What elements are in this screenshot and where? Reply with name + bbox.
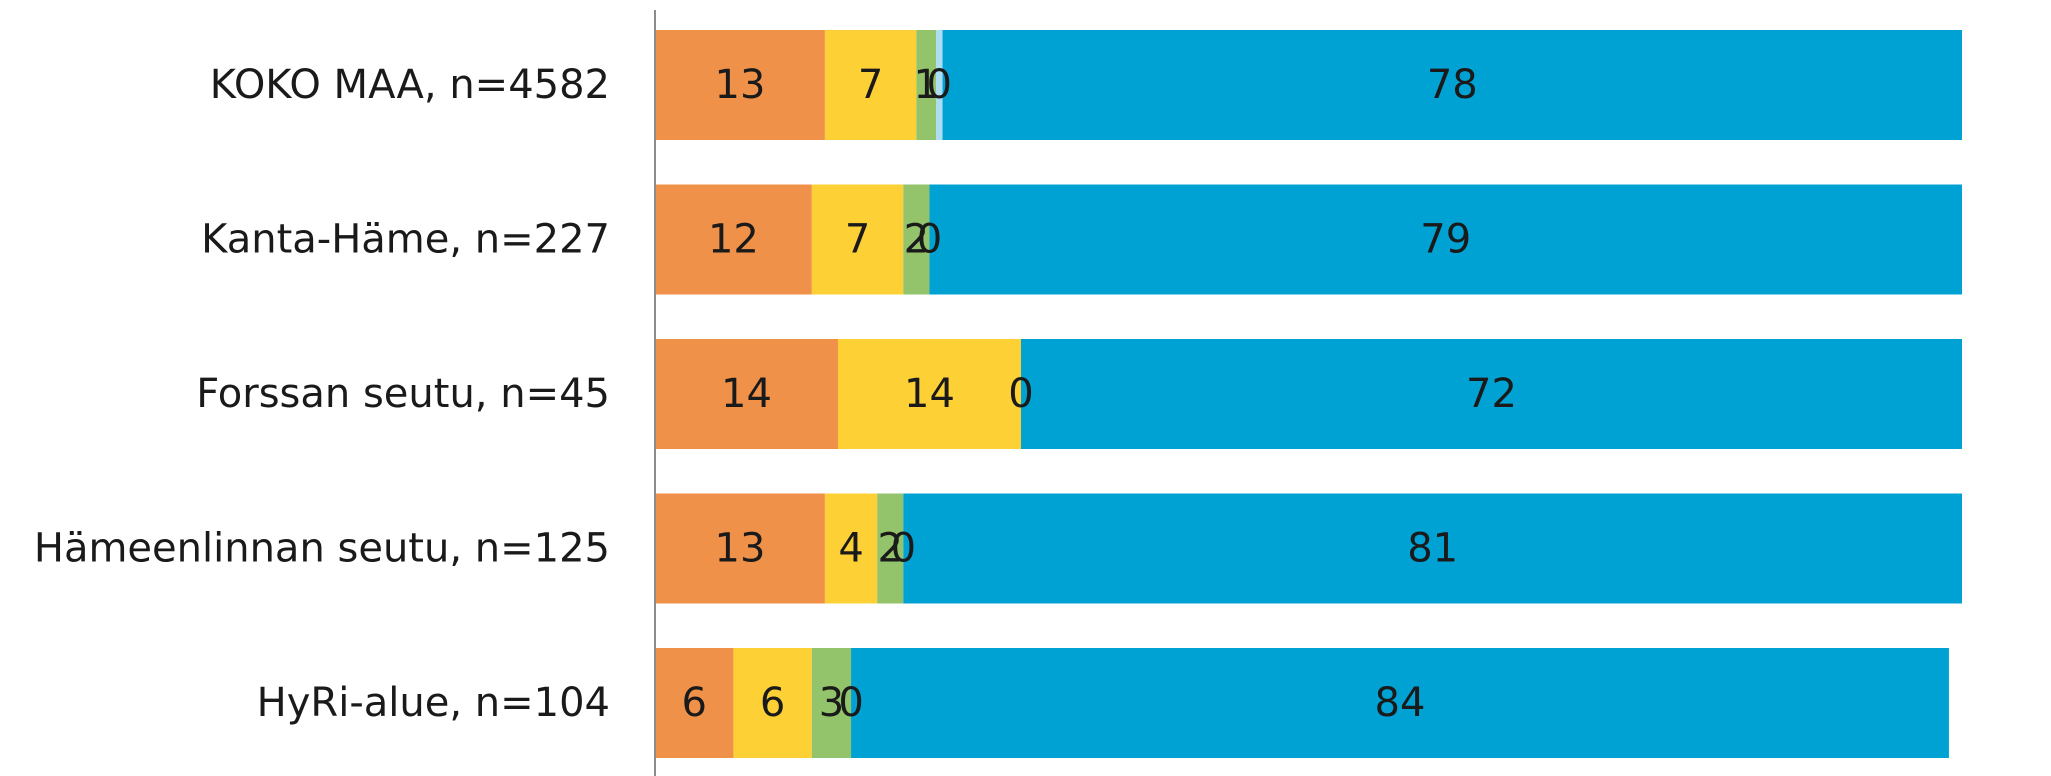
data-label: 13: [715, 62, 766, 108]
bar-segment: [837, 339, 1021, 449]
category-label: Hämeenlinnan seutu, n=125: [34, 526, 610, 572]
data-label: 2: [878, 526, 903, 572]
data-label: 0: [838, 680, 863, 726]
data-label: 14: [904, 371, 955, 417]
data-label: 78: [1427, 62, 1478, 108]
bar-segment: [903, 184, 930, 295]
bar-segment: [1020, 339, 1962, 449]
data-label: 12: [708, 217, 759, 263]
bar-segment: [655, 339, 838, 449]
data-label: 0: [927, 62, 952, 108]
bar-segment: [655, 184, 812, 295]
data-label: 79: [1420, 217, 1471, 263]
data-label: 6: [681, 680, 706, 726]
data-label: 0: [1008, 371, 1033, 417]
data-label: 0: [917, 217, 942, 263]
category-labels: KOKO MAA, n=4582 Kanta-Häme, n=227 Forssan…: [34, 62, 610, 726]
bar-segment: [929, 184, 1962, 295]
data-label: 72: [1466, 371, 1517, 417]
data-label: 3: [819, 680, 844, 726]
data-label: 4: [838, 526, 863, 572]
bar-segment: [936, 30, 943, 140]
bar-segment: [655, 648, 734, 758]
data-label: 2: [904, 217, 929, 263]
data-label: 81: [1407, 526, 1458, 572]
data-label: 84: [1375, 680, 1426, 726]
data-label: 14: [721, 371, 772, 417]
bar-segment: [916, 30, 937, 140]
bar-segment: [903, 493, 1962, 604]
category-label: Forssan seutu, n=45: [196, 371, 610, 417]
bar-segment: [942, 30, 1962, 140]
bar-segment: [824, 30, 917, 140]
category-label: HyRi-alue, n=104: [257, 680, 610, 726]
category-label: Kanta-Häme, n=227: [201, 217, 610, 263]
bar-segment: [811, 648, 852, 758]
data-label: 0: [891, 526, 916, 572]
bar-segment: [824, 493, 878, 604]
bar-segment: [851, 648, 1949, 758]
data-label: 7: [845, 217, 870, 263]
bar-segment: [811, 184, 904, 295]
category-label: KOKO MAA, n=4582: [210, 62, 610, 108]
data-label: 13: [715, 526, 766, 572]
data-label: 7: [858, 62, 883, 108]
data-label: 1: [913, 62, 938, 108]
bar-segment: [655, 30, 825, 140]
bar-segment: [655, 493, 825, 604]
bar-segment: [877, 493, 904, 604]
data-label: 6: [760, 680, 785, 726]
bar-segment: [733, 648, 812, 758]
